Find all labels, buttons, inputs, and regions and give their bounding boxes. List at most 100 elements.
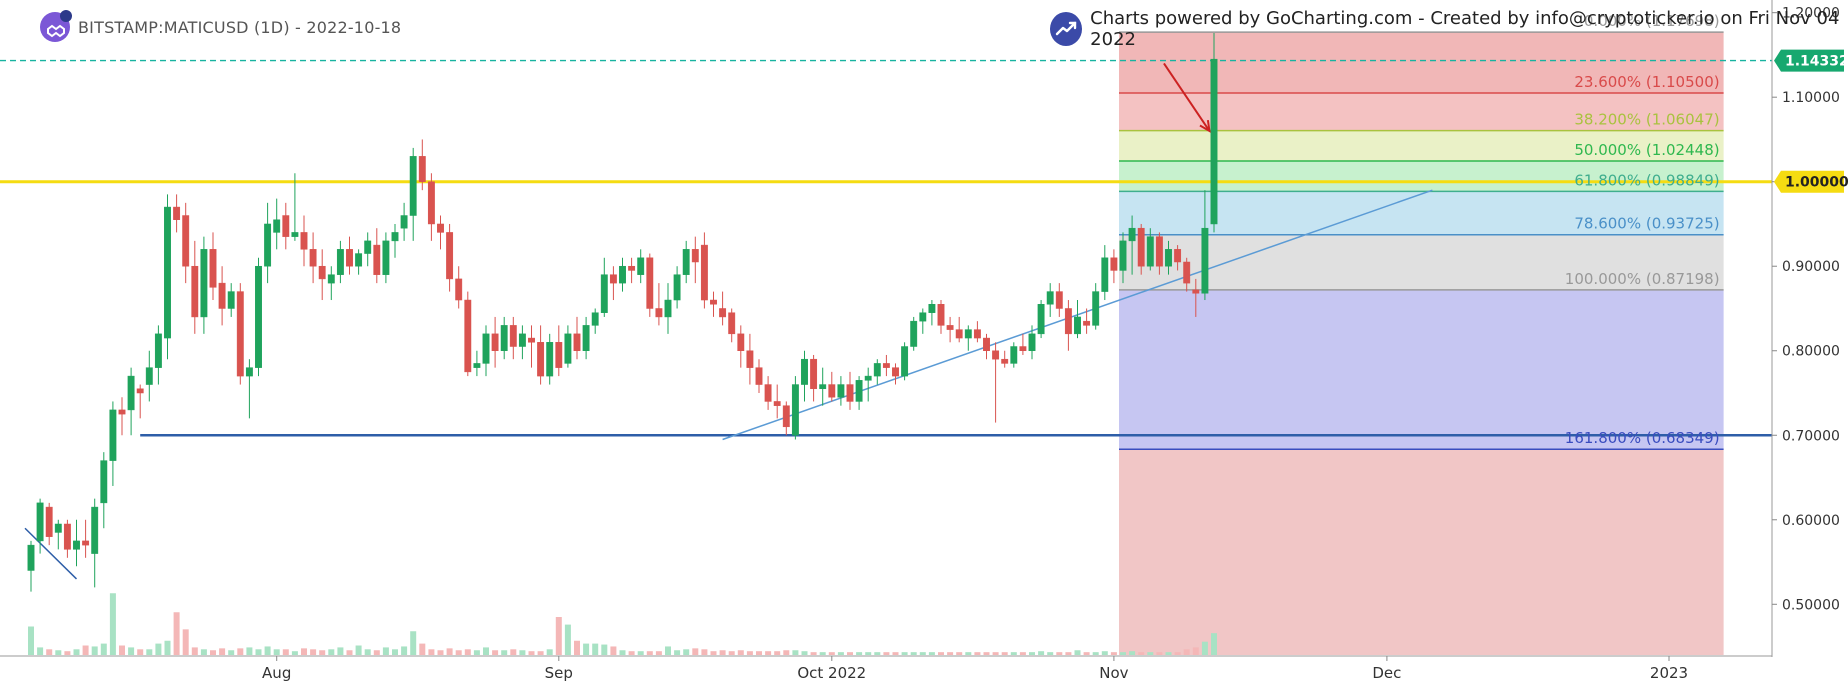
volume-bar	[410, 631, 417, 655]
candle-body	[755, 367, 763, 385]
candle-body	[719, 308, 727, 318]
volume-bar	[892, 652, 899, 655]
candle-body	[682, 249, 690, 275]
candle-body	[118, 409, 126, 415]
candle-body	[145, 367, 153, 385]
volume-bar	[1092, 652, 1099, 655]
fib-zone	[1119, 32, 1724, 93]
volume-bar	[1183, 649, 1190, 655]
candle-body	[573, 333, 581, 351]
candle-body	[455, 278, 463, 301]
volume-bar	[574, 640, 580, 655]
volume-bar	[492, 650, 499, 655]
volume-bar	[1010, 652, 1017, 655]
candle-body	[491, 333, 499, 351]
volume-bar	[255, 649, 262, 655]
volume-bar	[1038, 651, 1045, 655]
fib-zone	[1119, 92, 1724, 131]
volume-bar	[100, 643, 107, 655]
volume-bar	[510, 649, 517, 655]
candle-body	[364, 240, 372, 254]
volume-bar	[810, 652, 817, 655]
last-price-badge-bg	[1774, 49, 1844, 72]
candle-body	[1210, 58, 1218, 225]
credit-header: Charts powered by GoCharting.com - Creat…	[1050, 8, 1848, 50]
candle-body	[700, 244, 708, 301]
volume-bar	[783, 650, 790, 655]
candle-body	[892, 367, 899, 377]
y-tick-label: 0.70000	[1782, 428, 1840, 444]
candle-body	[1010, 346, 1018, 364]
volume-bar	[282, 649, 289, 655]
volume-bar	[1056, 652, 1063, 655]
volume-bar	[555, 617, 562, 655]
fib-level-label: 23.600% (1.10500)	[1574, 73, 1719, 91]
volume-bar	[64, 651, 71, 655]
candle-body	[409, 156, 417, 216]
volume-bar	[1147, 652, 1154, 655]
candle-body	[1055, 291, 1063, 309]
volume-bar	[273, 649, 280, 655]
fib-zone	[1119, 234, 1724, 290]
volume-bar	[73, 649, 80, 655]
fib-lines	[1119, 31, 1724, 450]
volume-bar	[1029, 652, 1035, 655]
candle-body	[728, 312, 736, 335]
fib-zone	[1119, 449, 1724, 655]
candle-body	[1037, 304, 1045, 335]
volume-bar	[519, 650, 526, 655]
volume-bar	[337, 647, 344, 655]
candle-body	[464, 299, 472, 373]
small-trendline	[24, 527, 78, 580]
candle-body	[864, 375, 872, 381]
candle-body	[91, 506, 99, 554]
candles	[27, 32, 1218, 592]
candle-body	[691, 249, 699, 263]
volume-bar	[319, 650, 326, 655]
volume-bar	[856, 652, 863, 655]
volume-bar	[364, 649, 371, 655]
volume-bar	[974, 652, 981, 655]
candle-body	[609, 274, 617, 284]
candle-body	[1064, 308, 1072, 335]
volume-bar	[264, 646, 271, 655]
volume-bar	[710, 651, 717, 655]
fib-zone	[1119, 130, 1724, 162]
volume-bar	[701, 649, 708, 655]
candle-body	[209, 249, 217, 288]
candle-body	[1165, 249, 1172, 267]
volume-bar	[837, 652, 844, 655]
credit-text: Charts powered by GoCharting.com - Creat…	[1090, 8, 1840, 50]
candle-body	[837, 384, 845, 398]
candle-body	[955, 329, 963, 339]
candle-body	[36, 502, 44, 542]
candle-body	[1001, 358, 1009, 364]
candle-body	[154, 333, 162, 368]
fib-zones	[1119, 32, 1724, 655]
candle-body	[100, 460, 108, 504]
volume-bar	[1001, 652, 1008, 655]
candle-body	[819, 384, 827, 390]
volume-bar	[182, 629, 189, 655]
volume-bar	[610, 646, 617, 655]
candle-body	[318, 265, 326, 280]
volume-bar	[419, 643, 426, 655]
volume-bar	[173, 612, 180, 655]
volume-bar	[756, 651, 762, 655]
volume-bar	[55, 650, 62, 655]
volume-bar	[401, 646, 408, 655]
volume-bar	[874, 652, 881, 655]
volume-bar	[665, 646, 671, 655]
volume-bar	[1083, 652, 1090, 655]
volume-bar	[164, 640, 171, 655]
volume-bar	[37, 647, 44, 655]
candle-body	[127, 375, 135, 411]
y-tick-label: 0.50000	[1782, 597, 1840, 613]
symbol-title: BITSTAMP:MATICUSD (1D) - 2022-10-18	[78, 17, 402, 37]
candle-body	[764, 384, 772, 402]
volume-bar	[737, 650, 744, 655]
fib-zone	[1119, 191, 1724, 235]
volume-bar	[246, 647, 253, 655]
candle-body	[791, 384, 799, 436]
